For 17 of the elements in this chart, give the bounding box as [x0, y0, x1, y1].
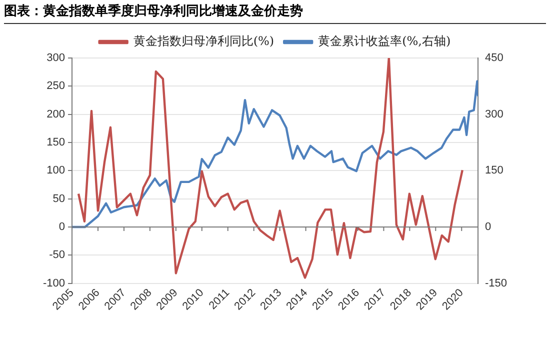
y-tick-label: -100 [42, 277, 66, 290]
y-tick-label: 300 [46, 52, 66, 64]
chart-title: 图表：黄金指数单季度归母净利同比增速及金价走势 [4, 2, 546, 24]
y-tick-label: 100 [46, 164, 66, 177]
y-tick-label: 150 [46, 136, 66, 149]
y2-tick-label: 450 [484, 52, 504, 64]
y-tick-label: 0 [58, 221, 66, 234]
y-tick-label: 250 [46, 80, 66, 92]
y2-tick-label: -150 [484, 277, 508, 290]
legend-label: 黄金累计收益率(%,右轴) [318, 34, 451, 48]
y-tick-label: 50 [52, 192, 66, 205]
y-tick-label: -50 [49, 249, 66, 262]
y2-tick-label: 0 [484, 221, 492, 234]
y2-tick-label: 300 [484, 108, 504, 120]
legend-label: 黄金指数归母净利同比(%) [133, 34, 274, 48]
y-tick-label: 200 [46, 108, 66, 120]
y2-tick-label: 150 [484, 164, 504, 177]
